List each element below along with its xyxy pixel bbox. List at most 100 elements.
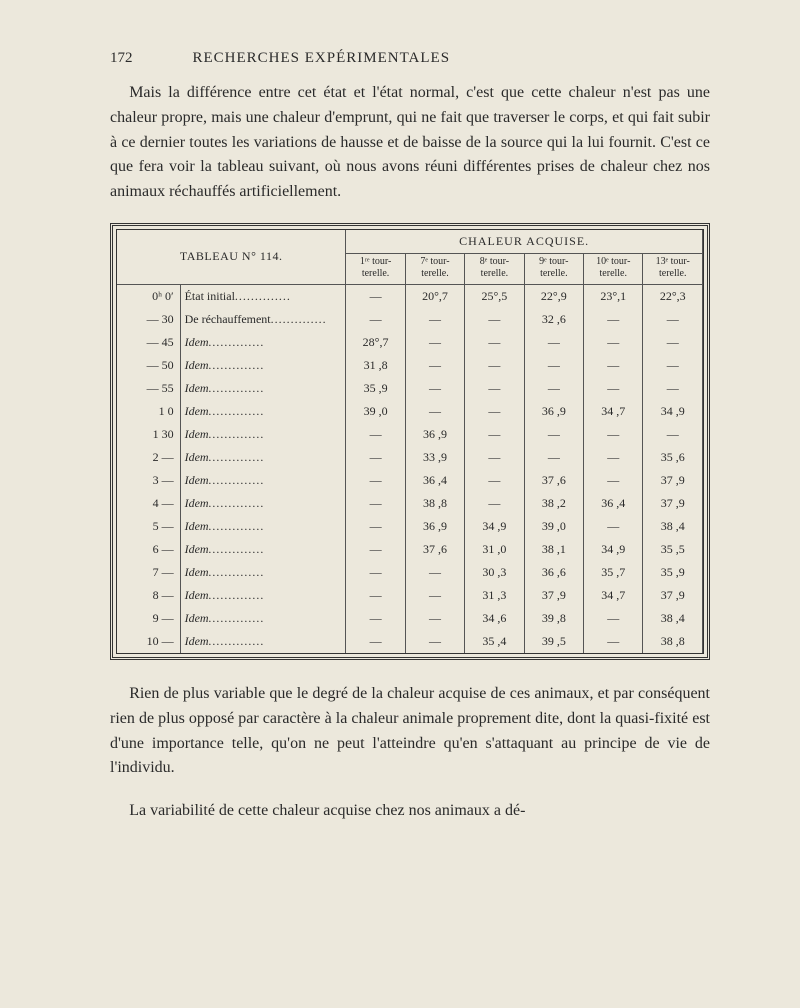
row-value: — [465,308,524,331]
row-value: — [346,308,405,331]
table-row: 5 —Idem—36 ,934 ,939 ,0—38 ,4 [117,515,703,538]
row-value: — [346,469,405,492]
row-value: 35 ,5 [643,538,703,561]
row-desc: Idem [180,423,346,446]
table-row: 1 30Idem—36 ,9———— [117,423,703,446]
row-value: — [346,630,405,653]
row-time: — 50 [117,354,180,377]
row-value: 35 ,6 [643,446,703,469]
table-row: 3 —Idem—36 ,4—37 ,6—37 ,9 [117,469,703,492]
table-row: 4 —Idem—38 ,8—38 ,236 ,437 ,9 [117,492,703,515]
row-value: 36 ,4 [584,492,643,515]
row-value: 31 ,8 [346,354,405,377]
row-value: — [524,354,583,377]
row-desc: Idem [180,492,346,515]
col-head-1: 1ʳᵉ tour-terelle. [346,253,405,284]
row-value: — [346,607,405,630]
row-value: 36 ,9 [524,400,583,423]
row-value: — [346,584,405,607]
row-value: 36 ,9 [405,515,464,538]
col-head-5: 10ᵉ tour-terelle. [584,253,643,284]
row-value: — [524,331,583,354]
table-row: — 50Idem31 ,8————— [117,354,703,377]
row-value: 36 ,9 [405,423,464,446]
row-value: 32 ,6 [524,308,583,331]
row-value: — [405,584,464,607]
row-value: 35 ,7 [584,561,643,584]
row-value: 22°,3 [643,284,703,308]
row-value: — [465,377,524,400]
row-desc: État initial [180,284,346,308]
row-value: — [584,423,643,446]
row-value: 35 ,9 [346,377,405,400]
row-value: 39 ,0 [346,400,405,423]
table-row: 2 —Idem—33 ,9———35 ,6 [117,446,703,469]
row-value: — [346,538,405,561]
row-time: 6 — [117,538,180,561]
row-value: — [643,423,703,446]
row-desc: Idem [180,607,346,630]
row-value: 38 ,4 [643,515,703,538]
row-value: 37 ,9 [643,469,703,492]
row-value: — [643,354,703,377]
row-value: 20°,7 [405,284,464,308]
table-row: 10 —Idem——35 ,439 ,5—38 ,8 [117,630,703,653]
row-value: 23°,1 [584,284,643,308]
table-spanner: CHALEUR ACQUISE. [346,230,703,254]
row-time: 1 0 [117,400,180,423]
paragraph-3: La variabilité de cette chaleur acquise … [110,799,710,824]
row-value: 36 ,6 [524,561,583,584]
row-desc: Idem [180,515,346,538]
row-time: 3 — [117,469,180,492]
row-time: 9 — [117,607,180,630]
table-row: 0ʰ 0′État initial—20°,725°,522°,923°,122… [117,284,703,308]
table-row: 8 —Idem——31 ,337 ,934 ,737 ,9 [117,584,703,607]
table-row: 6 —Idem—37 ,631 ,038 ,134 ,935 ,5 [117,538,703,561]
row-value: — [405,400,464,423]
table-row: 1 0Idem39 ,0——36 ,934 ,734 ,9 [117,400,703,423]
row-value: 34 ,9 [584,538,643,561]
row-value: 35 ,9 [643,561,703,584]
row-time: 4 — [117,492,180,515]
row-desc: Idem [180,331,346,354]
table-row: 9 —Idem——34 ,639 ,8—38 ,4 [117,607,703,630]
row-value: — [465,446,524,469]
table-row: — 45Idem28°,7————— [117,331,703,354]
row-value: 34 ,7 [584,400,643,423]
row-value: — [346,423,405,446]
row-value: — [643,308,703,331]
row-value: 25°,5 [465,284,524,308]
page: 172 RECHERCHES EXPÉRIMENTALES Mais la di… [0,0,800,1008]
row-desc: Idem [180,584,346,607]
row-value: 38 ,2 [524,492,583,515]
col-head-3: 8ᵉ tour-terelle. [465,253,524,284]
table-row: — 30De réchauffement———32 ,6—— [117,308,703,331]
row-time: — 30 [117,308,180,331]
row-value: — [643,331,703,354]
row-value: — [584,331,643,354]
running-title: RECHERCHES EXPÉRIMENTALES [193,50,451,67]
row-value: — [584,377,643,400]
row-desc: Idem [180,354,346,377]
row-desc: Idem [180,630,346,653]
row-value: 31 ,0 [465,538,524,561]
row-time: 7 — [117,561,180,584]
row-desc: Idem [180,446,346,469]
row-value: — [524,446,583,469]
row-value: 39 ,8 [524,607,583,630]
row-value: — [465,331,524,354]
row-value: 34 ,9 [643,400,703,423]
row-desc: Idem [180,561,346,584]
row-time: 0ʰ 0′ [117,284,180,308]
row-value: 36 ,4 [405,469,464,492]
row-time: 5 — [117,515,180,538]
paragraph-2: Rien de plus variable que le degré de la… [110,682,710,781]
row-value: 37 ,6 [405,538,464,561]
table-outer-border: TABLEAU N° 114. CHALEUR ACQUISE. 1ʳᵉ tou… [110,223,710,660]
table-row: 7 —Idem——30 ,336 ,635 ,735 ,9 [117,561,703,584]
row-value: — [643,377,703,400]
row-value: — [405,377,464,400]
row-value: 33 ,9 [405,446,464,469]
paragraph-1: Mais la différence entre cet état et l'é… [110,81,710,205]
row-value: — [465,469,524,492]
